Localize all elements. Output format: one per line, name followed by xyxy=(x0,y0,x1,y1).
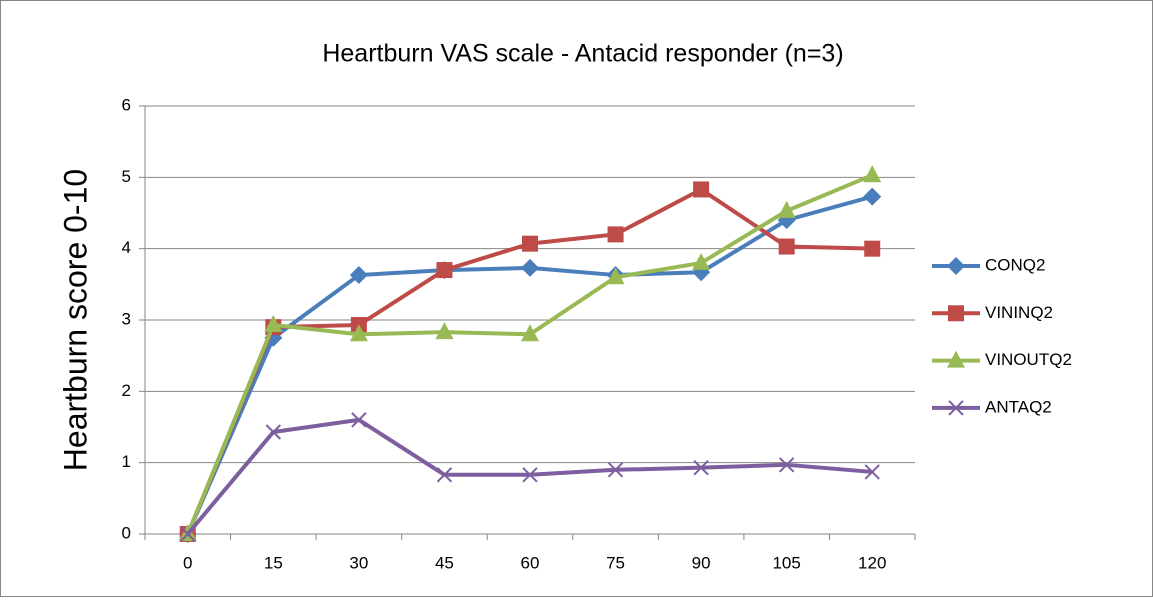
marker xyxy=(607,226,624,243)
y-tick-label: 1 xyxy=(122,452,131,471)
marker xyxy=(436,467,453,483)
x-tick-label: 120 xyxy=(858,553,886,572)
marker xyxy=(351,412,367,428)
marker xyxy=(863,187,882,206)
marker xyxy=(863,165,882,183)
x-tick-label: 60 xyxy=(521,553,540,572)
x-tick-label: 75 xyxy=(606,553,625,572)
marker xyxy=(606,267,625,285)
marker xyxy=(948,305,964,322)
x-tick-label: 45 xyxy=(435,553,454,572)
marker xyxy=(436,262,453,279)
marker xyxy=(947,257,965,275)
x-tick-label: 15 xyxy=(264,553,283,572)
legend-label: ANTAQ2 xyxy=(985,397,1052,416)
x-tick-label: 30 xyxy=(349,553,368,572)
x-tick-label: 0 xyxy=(183,553,192,572)
y-tick-label: 6 xyxy=(122,95,131,114)
marker xyxy=(777,200,796,218)
marker xyxy=(180,526,196,542)
x-tick-label: 105 xyxy=(772,553,800,572)
marker xyxy=(778,238,795,255)
marker xyxy=(521,258,539,277)
y-tick-label: 0 xyxy=(122,523,131,542)
marker xyxy=(778,457,795,473)
y-tick-label: 2 xyxy=(122,381,131,400)
marker xyxy=(947,350,965,368)
marker xyxy=(349,266,368,285)
y-tick-label: 3 xyxy=(122,309,131,328)
marker xyxy=(264,314,283,332)
marker xyxy=(522,235,538,252)
legend-label: VINOUTQ2 xyxy=(985,350,1072,369)
legend-label: CONQ2 xyxy=(985,255,1045,274)
legend-label: VININQ2 xyxy=(985,303,1053,322)
marker xyxy=(864,464,880,480)
marker xyxy=(349,324,368,342)
marker xyxy=(692,252,711,270)
marker xyxy=(265,424,282,440)
chart-title: Heartburn VAS scale - Antacid responder … xyxy=(322,40,843,68)
y-tick-label: 4 xyxy=(122,238,131,257)
marker xyxy=(435,322,454,340)
marker xyxy=(607,462,624,478)
marker xyxy=(948,400,964,416)
marker xyxy=(521,324,539,342)
marker xyxy=(693,459,709,476)
marker xyxy=(522,467,538,483)
y-axis-label: Heartburn score 0-10 xyxy=(57,169,93,471)
x-tick-label: 90 xyxy=(692,553,711,572)
marker xyxy=(693,181,710,198)
y-tick-label: 5 xyxy=(122,167,131,186)
marker xyxy=(864,240,881,257)
